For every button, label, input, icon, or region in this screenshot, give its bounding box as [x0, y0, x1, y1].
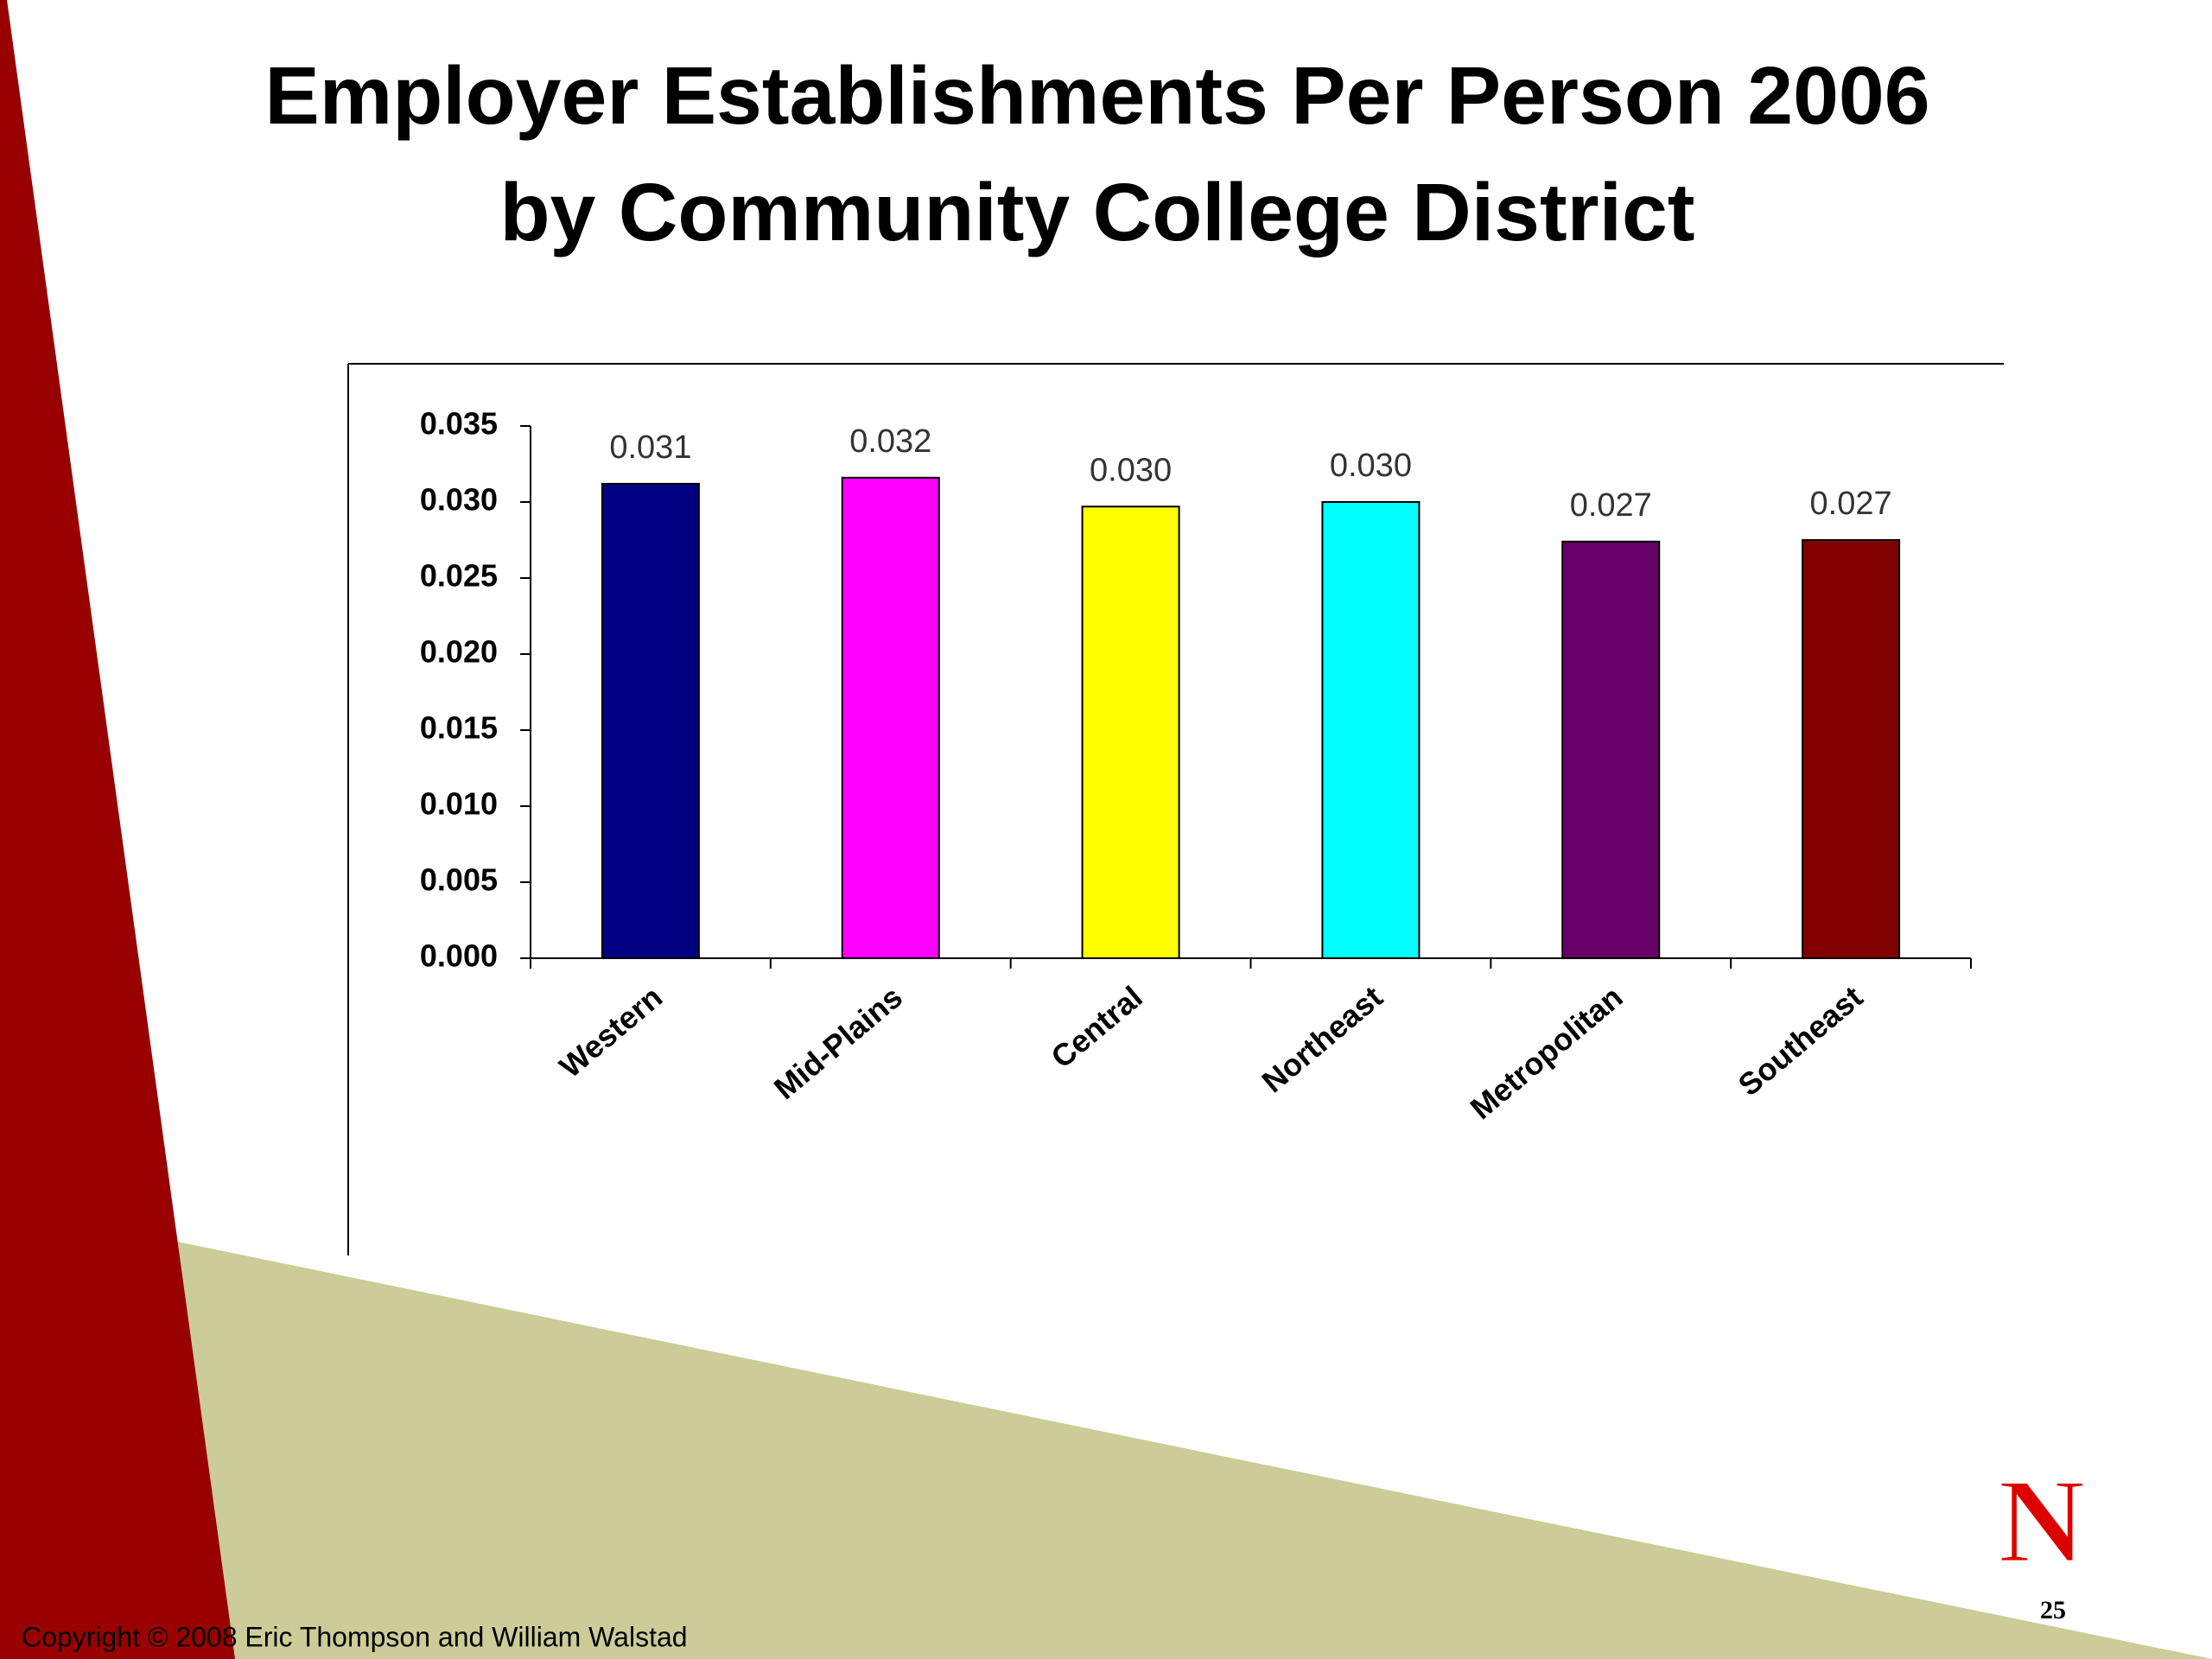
copyright: Copyright © 2008 Eric Thompson and Willi… [22, 1621, 688, 1652]
value-label: 0.030 [1090, 452, 1172, 488]
bar [1802, 539, 1901, 959]
y-tick-label: 0.015 [420, 710, 498, 746]
page-number: 25 [2040, 1596, 2066, 1624]
y-tick-label: 0.025 [420, 558, 498, 594]
x-tick-label: Northeast [1255, 979, 1389, 1099]
bar [841, 476, 940, 959]
khaki-band [177, 1242, 2212, 1659]
chart-title: by Community College District [500, 167, 1695, 258]
y-tick-label: 0.005 [420, 862, 498, 898]
x-tick-label: Metropolitan [1464, 979, 1630, 1126]
value-label: 0.032 [849, 423, 931, 460]
plot: 0.000 0.005 0.010 0.015 0.020 0.025 0.030 0.035… [420, 406, 1972, 1126]
x-tick-label: Central [1044, 979, 1148, 1075]
y-tick-label: 0.010 [420, 786, 498, 822]
logo: N [1998, 1454, 2085, 1588]
value-label: 0.027 [1570, 487, 1652, 524]
y-tick-label: 0.020 [420, 634, 498, 670]
bar [1561, 540, 1661, 959]
x-tick-label: Southeast [1732, 979, 1870, 1103]
y-tick-label: 0.030 [420, 482, 498, 518]
chart-title: Employer Establishments Per Person 2006 [264, 50, 1929, 142]
bar [601, 482, 700, 959]
y-tick-label: 0.000 [420, 938, 498, 974]
bar [1081, 505, 1180, 959]
x-tick-label: Western [553, 979, 670, 1084]
y-tick-label: 0.035 [420, 406, 498, 442]
value-label: 0.027 [1810, 486, 1892, 522]
x-tick-label: Mid-Plains [767, 979, 909, 1106]
bar [1321, 501, 1421, 959]
value-label: 0.030 [1330, 448, 1412, 484]
value-label: 0.031 [609, 429, 691, 466]
red-band [0, 0, 235, 1659]
